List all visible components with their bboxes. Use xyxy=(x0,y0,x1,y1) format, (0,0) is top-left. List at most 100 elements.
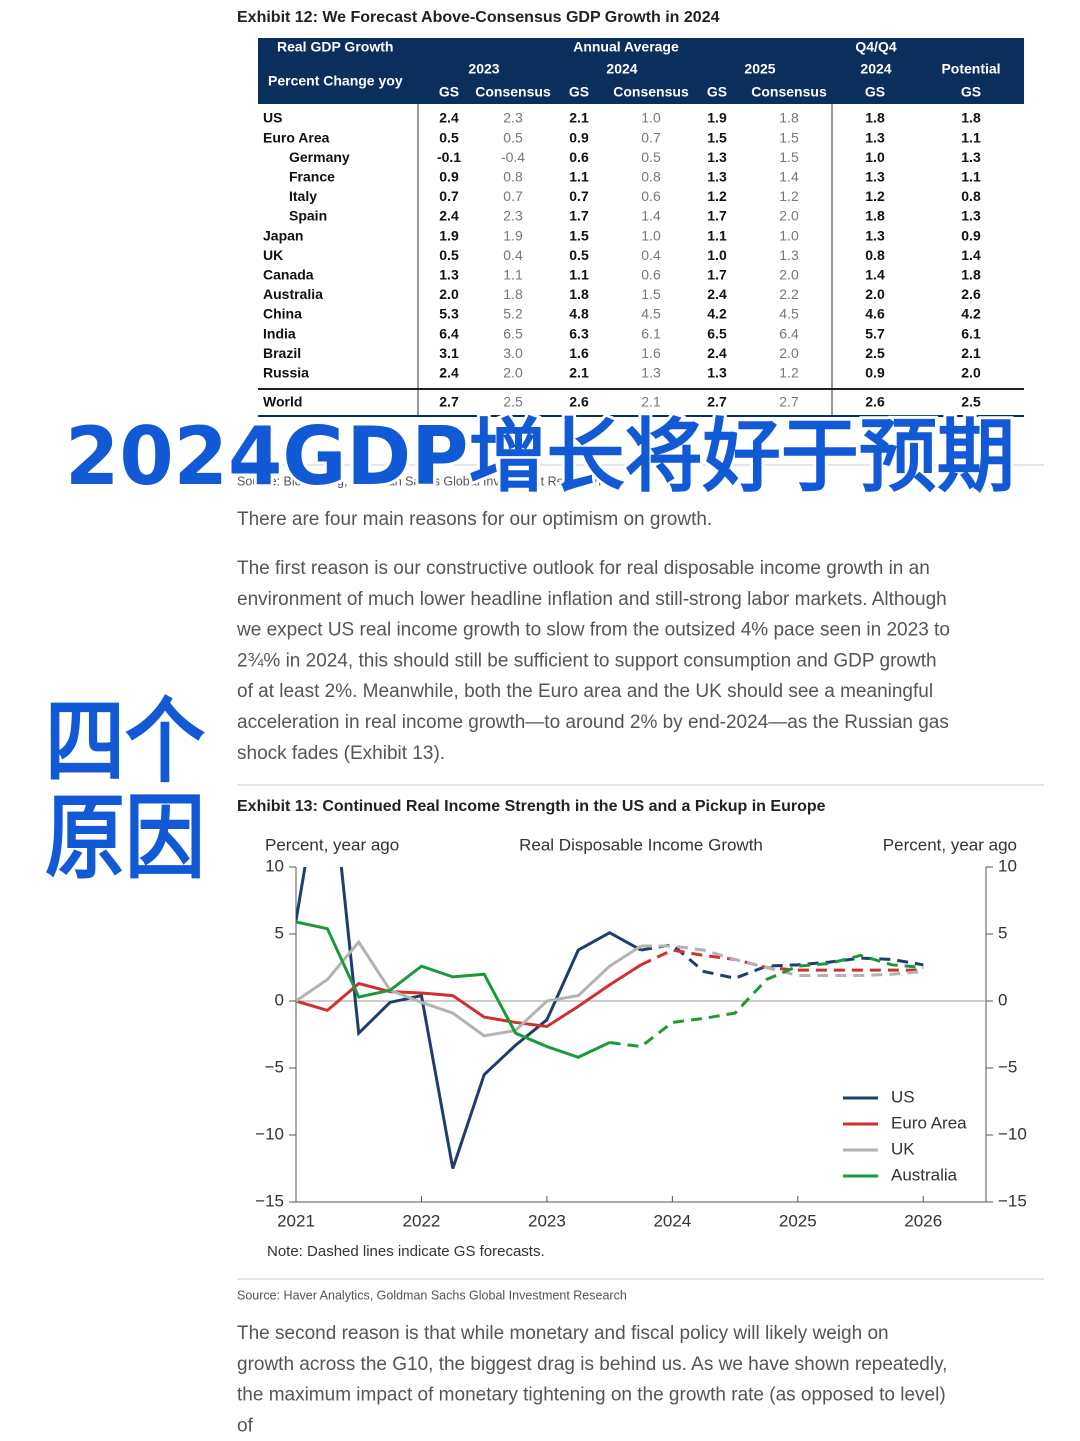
paragraph-line: of at least 2%. Meanwhile, both the Euro… xyxy=(237,681,933,702)
table-cell: 1.1 xyxy=(569,169,589,185)
paragraph-line: shock fades (Exhibit 13). xyxy=(237,743,445,764)
table-cell: 1.9 xyxy=(707,110,727,126)
header-sub: GS xyxy=(865,84,885,100)
exhibit-title: Exhibit 13: Continued Real Income Streng… xyxy=(237,798,826,815)
table-cell: 1.8 xyxy=(569,286,589,302)
legend-label: Euro Area xyxy=(891,1113,967,1132)
header-sub: GS xyxy=(569,84,589,100)
table-cell: 2.3 xyxy=(503,110,523,126)
table-cell: 1.3 xyxy=(865,169,885,185)
table-cell: 6.4 xyxy=(779,325,799,341)
header-year: 2023 xyxy=(468,61,499,77)
table-cell: 2.6 xyxy=(865,394,885,410)
table-cell: 4.5 xyxy=(779,306,799,322)
table-cell: 1.2 xyxy=(779,365,799,381)
table-cell: 4.6 xyxy=(865,306,885,322)
y-tick-label: 5 xyxy=(275,923,284,942)
table-cell: 1.1 xyxy=(503,267,523,283)
table-cell: 1.4 xyxy=(865,267,885,283)
y2-tick-label: 5 xyxy=(998,923,1007,942)
row-label: US xyxy=(263,110,282,126)
table-cell: 0.9 xyxy=(569,129,589,145)
table-cell: 2.4 xyxy=(707,345,727,361)
paragraph-line: we expect US real income growth to slow … xyxy=(236,620,950,641)
table-cell: 1.8 xyxy=(961,110,981,126)
header-sub: GS xyxy=(707,84,727,100)
table-cell: 2.7 xyxy=(707,394,727,410)
chart-title: Real Disposable Income Growth xyxy=(519,835,763,854)
table-cell: 1.6 xyxy=(569,345,589,361)
header-topic: Real GDP Growth xyxy=(277,39,393,55)
table-cell: 5.7 xyxy=(865,325,885,341)
table-cell: 2.5 xyxy=(503,394,523,410)
header-q4-year: 2024 xyxy=(860,61,891,77)
table-cell: 1.3 xyxy=(707,169,727,185)
header-unit: Percent Change yoy xyxy=(268,73,403,89)
row-label: Italy xyxy=(289,188,317,204)
table-cell: 2.3 xyxy=(503,208,523,224)
paragraph-line: acceleration in real income growth—to ar… xyxy=(237,712,949,733)
table-cell: 1.1 xyxy=(961,129,981,145)
table-cell: 6.5 xyxy=(707,325,727,341)
paragraph-line: environment of much lower headline infla… xyxy=(237,589,947,610)
headline: 2024GDP增长将好于预期 xyxy=(65,410,1015,503)
table-cell: 2.7 xyxy=(439,394,459,410)
table-cell: 2.0 xyxy=(961,365,981,381)
legend-label: UK xyxy=(891,1139,915,1158)
header-sub: GS xyxy=(961,84,981,100)
row-label: India xyxy=(263,325,296,341)
table-cell: 1.5 xyxy=(779,129,799,145)
header-q4: Q4/Q4 xyxy=(855,39,896,55)
table-cell: 1.3 xyxy=(707,365,727,381)
table-cell: 1.4 xyxy=(779,169,799,185)
table-cell: 1.1 xyxy=(569,267,589,283)
x-tick-label: 2026 xyxy=(904,1211,942,1230)
table-cell: 0.5 xyxy=(569,247,589,263)
table-cell: 1.6 xyxy=(641,345,661,361)
table-cell: 2.4 xyxy=(439,365,459,381)
table-cell: 2.5 xyxy=(865,345,885,361)
table-cell: 1.9 xyxy=(503,227,523,243)
x-tick-label: 2021 xyxy=(277,1211,315,1230)
table-cell: 0.9 xyxy=(439,169,459,185)
table-cell: 1.2 xyxy=(707,188,727,204)
table-cell: 1.7 xyxy=(707,208,727,224)
table-header-bg xyxy=(258,38,1024,104)
paragraph-line: The first reason is our constructive out… xyxy=(237,558,930,579)
y-tick-label: −15 xyxy=(255,1191,284,1210)
table-cell: 6.1 xyxy=(961,325,981,341)
table-cell: 0.6 xyxy=(569,149,589,165)
header-sub: Consensus xyxy=(613,84,689,100)
plot-area xyxy=(296,867,924,1169)
table-cell: 1.5 xyxy=(641,286,661,302)
table-cell: 1.8 xyxy=(961,267,981,283)
row-label: China xyxy=(263,306,302,322)
paragraph-line: the maximum impact of monetary tightenin… xyxy=(237,1385,946,1406)
paragraph-line: There are four main reasons for our opti… xyxy=(237,509,712,530)
table-cell: 4.2 xyxy=(961,306,981,322)
table-cell: 2.7 xyxy=(779,394,799,410)
x-tick-label: 2022 xyxy=(403,1211,441,1230)
y2-axis-label: Percent, year ago xyxy=(883,835,1017,854)
table-cell: 0.7 xyxy=(641,129,661,145)
y-axis-label: Percent, year ago xyxy=(265,835,399,854)
table-cell: 0.6 xyxy=(641,267,661,283)
table-cell: 0.4 xyxy=(503,247,523,263)
table-cell: 6.1 xyxy=(641,325,661,341)
table-cell: 1.0 xyxy=(865,149,885,165)
chart-note: Note: Dashed lines indicate GS forecasts… xyxy=(267,1243,545,1260)
header-sub: Consensus xyxy=(751,84,827,100)
table-cell: 0.5 xyxy=(503,129,523,145)
row-label: Brazil xyxy=(263,345,301,361)
paragraph-line: growth across the G10, the biggest drag … xyxy=(237,1354,947,1375)
table-cell: 1.2 xyxy=(779,188,799,204)
table-cell: 1.8 xyxy=(865,110,885,126)
y2-tick-label: 0 xyxy=(998,990,1007,1009)
series-line xyxy=(296,920,611,1059)
table-cell: 0.8 xyxy=(865,247,885,263)
table-cell: 1.0 xyxy=(641,110,661,126)
table-cell: 2.0 xyxy=(439,286,459,302)
row-label: Australia xyxy=(263,286,323,302)
table-cell: 1.2 xyxy=(865,188,885,204)
